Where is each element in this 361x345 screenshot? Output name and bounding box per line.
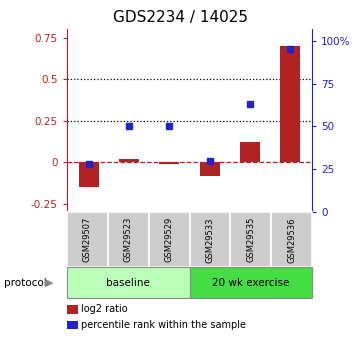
Text: GSM29536: GSM29536 [287,217,296,263]
Point [287,47,293,52]
Text: ▶: ▶ [44,278,53,288]
Text: GSM29535: GSM29535 [247,217,255,263]
Point [207,158,213,164]
Bar [240,142,260,162]
Text: GDS2234 / 14025: GDS2234 / 14025 [113,10,248,25]
Point [247,101,253,107]
Text: GSM29523: GSM29523 [124,217,132,263]
Point [126,124,132,129]
Point [166,124,172,129]
Text: GSM29533: GSM29533 [205,217,214,263]
Text: log2 ratio: log2 ratio [81,305,128,314]
Text: 20 wk exercise: 20 wk exercise [212,278,290,288]
Text: percentile rank within the sample: percentile rank within the sample [81,320,246,330]
Bar [119,159,139,162]
Point [86,161,92,167]
Bar [280,46,300,162]
Text: GSM29507: GSM29507 [83,217,92,263]
Bar [200,162,220,176]
Bar [79,162,99,187]
Text: baseline: baseline [106,278,150,288]
Text: protocol: protocol [4,278,46,288]
Bar [159,162,179,164]
Text: GSM29529: GSM29529 [165,217,174,263]
